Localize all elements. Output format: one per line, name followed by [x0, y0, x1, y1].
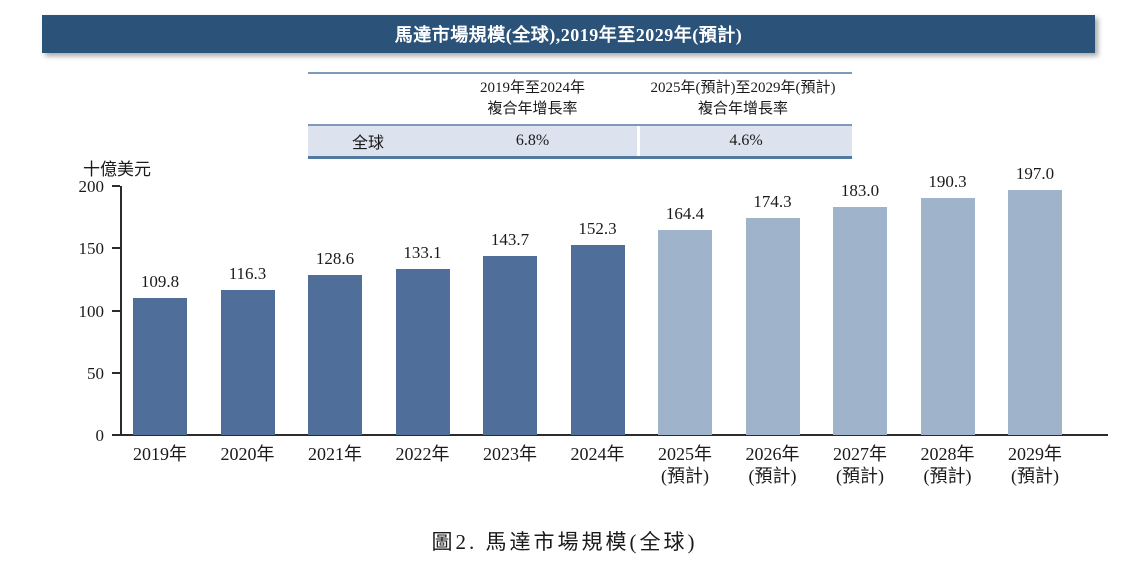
bar-value-label: 133.1 — [403, 243, 442, 263]
bar-value-label: 183.0 — [840, 181, 880, 201]
cagr-header-period-2: 2025年(預計)至2029年(預計) — [650, 80, 836, 96]
x-tick-label: 2022年 — [395, 444, 450, 464]
x-tick-sublabel: (預計) — [923, 466, 972, 486]
bar-chart: 0 50 100 150 200 109.8 2019年 116.3 2020年 128.6 202… — [79, 164, 1108, 486]
y-tick-label: 100 — [78, 301, 105, 321]
cagr-table-header-row: 2019年至2024年 複合年增長率 2025年(預計)至2029年(預計) 複… — [308, 72, 852, 126]
x-tick-label: 2026年 (預計) — [718, 443, 828, 487]
x-tick-label: 2027年 (預計) — [805, 443, 915, 487]
cagr-header-label-1: 複合年增長率 — [487, 101, 578, 117]
y-tick-mark — [112, 247, 120, 250]
x-tick-label: 2021年 — [308, 444, 362, 464]
bar-forecast — [833, 207, 887, 435]
cagr-header-period-1: 2019年至2024年 — [479, 80, 585, 96]
y-tick-mark — [112, 371, 120, 374]
bar-value-label: 190.3 — [928, 172, 967, 192]
y-tick-label: 200 — [78, 177, 105, 196]
cagr-table-data-row: 全球 6.8% 4.6% — [308, 126, 852, 159]
x-tick-sublabel: (預計) — [748, 466, 797, 486]
x-tick-label: 2028年 (預計) — [893, 443, 1003, 487]
y-axis-line — [120, 186, 122, 435]
bar-forecast — [1008, 189, 1062, 435]
y-axis-title: 十億美元 — [83, 160, 151, 179]
x-tick-sublabel: (預計) — [661, 466, 709, 486]
x-tick-label: 2023年 — [483, 444, 537, 464]
x-tick-label: 2024年 — [570, 444, 625, 464]
y-tick-label: 150 — [78, 239, 105, 259]
y-tick-mark — [112, 309, 120, 312]
bar-actual — [483, 256, 537, 435]
cagr-row-label: 全球 — [351, 135, 384, 152]
bar-value-label: 109.8 — [140, 272, 180, 292]
y-tick-mark — [112, 434, 120, 436]
y-tick-mark — [112, 185, 120, 187]
x-tick-label: 2025年 (預計) — [630, 443, 740, 487]
bar-forecast — [745, 218, 800, 435]
bar-value-label: 116.3 — [228, 264, 267, 284]
bar-forecast — [920, 198, 975, 435]
bar-actual — [570, 245, 625, 435]
cagr-header-2019-2024: 2019年至2024年 複合年增長率 — [428, 78, 637, 120]
cagr-header-label-2: 複合年增長率 — [697, 101, 788, 117]
chart-title: 馬達市場規模(全球),2019年至2029年(預計) — [394, 25, 743, 45]
x-tick-sublabel: (預計) — [836, 466, 884, 486]
bar-actual — [395, 269, 450, 435]
x-tick-label: 2019年 — [133, 444, 187, 464]
bar-forecast — [658, 230, 712, 435]
figure-caption: 圖2. 馬達市場規模(全球) — [431, 530, 698, 554]
y-tick-label: 50 — [87, 363, 104, 383]
cagr-value-2025-2029: 4.6% — [729, 132, 763, 149]
bar-value-label: 174.3 — [753, 192, 792, 211]
bar-actual — [220, 290, 275, 435]
bar-value-label: 152.3 — [578, 219, 617, 239]
bar-value-label: 164.4 — [665, 204, 705, 224]
x-tick-label: 2029年 (預計) — [980, 443, 1090, 487]
bar-actual — [133, 298, 187, 435]
cagr-table: 2019年至2024年 複合年增長率 2025年(預計)至2029年(預計) 複… — [308, 72, 852, 159]
cagr-header-2025-2029: 2025年(預計)至2029年(預計) 複合年增長率 — [637, 78, 849, 120]
y-tick-label: 0 — [95, 426, 105, 445]
x-tick-label: 2020年 — [220, 444, 275, 464]
bar-actual — [308, 274, 362, 435]
cagr-value-2019-2024: 6.8% — [428, 126, 640, 156]
x-axis-line — [112, 434, 1108, 436]
x-tick-sublabel: (預計) — [1011, 466, 1059, 486]
chart-title-bar: 馬達市場規模(全球),2019年至2029年(預計) — [42, 15, 1095, 53]
bar-value-label: 197.0 — [1015, 163, 1055, 183]
bar-value-label: 128.6 — [315, 248, 355, 268]
bar-value-label: 143.7 — [490, 230, 530, 250]
